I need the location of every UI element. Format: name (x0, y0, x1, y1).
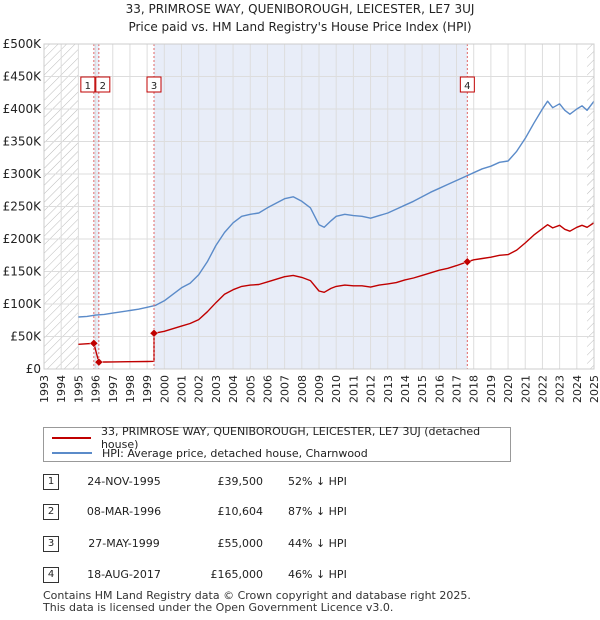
sale-marker-label: 1 (85, 81, 91, 92)
x-tick-label: 2006 (261, 375, 274, 403)
legend-label-hpi: HPI: Average price, detached house, Char… (102, 446, 368, 460)
sale-marker-label: 3 (151, 81, 157, 92)
x-tick-label: 2005 (244, 375, 257, 403)
y-tick-label: £500K (3, 37, 43, 51)
sale-marker-label: 2 (100, 81, 106, 92)
x-tick-label: 2022 (536, 375, 549, 403)
x-tick-label: 1999 (141, 375, 154, 403)
property-series-line (78, 222, 595, 363)
sale-marker-box (95, 76, 111, 93)
chart-legend: 33, PRIMROSE WAY, QUENIBOROUGH, LEICESTE… (43, 425, 511, 462)
transaction-price: £165,000 (210, 568, 264, 581)
x-tick-label: 2019 (485, 375, 498, 403)
transaction-number: 3 (43, 536, 59, 552)
x-tick-label: 1996 (90, 375, 103, 403)
sale-point (462, 257, 472, 267)
y-tick-label: £400K (3, 102, 43, 116)
legend-swatch-property (52, 437, 91, 439)
table-row: 3 27-MAY-1999 £55,000 44% ↓ HPI (43, 536, 443, 554)
x-tick-label: 2009 (313, 375, 326, 403)
x-tick-label: 2025 (588, 375, 600, 403)
y-tick-label: £350K (3, 135, 43, 149)
x-tick-label: 2010 (330, 375, 343, 403)
x-tick-label: 2018 (468, 375, 481, 403)
x-tick-label: 1997 (107, 375, 120, 403)
transaction-date: 24-NOV-1995 (87, 475, 161, 488)
chart-title: 33, PRIMROSE WAY, QUENIBOROUGH, LEICESTE… (125, 2, 475, 16)
x-tick-label: 2008 (296, 375, 309, 403)
x-tick-label: 2001 (176, 375, 189, 403)
sale-marker-box (459, 76, 475, 93)
y-tick-label: £200K (3, 232, 43, 246)
transaction-date: 27-MAY-1999 (88, 537, 160, 550)
plot-border (43, 43, 595, 370)
x-tick-label: 1993 (38, 375, 51, 403)
transaction-date: 08-MAR-1996 (86, 505, 162, 518)
sale-marker-box (80, 76, 96, 93)
legend-item-property: 33, PRIMROSE WAY, QUENIBOROUGH, LEICESTE… (52, 425, 510, 451)
transaction-number: 2 (43, 504, 59, 520)
x-tick-label: 2017 (451, 375, 464, 403)
x-tick-label: 2023 (554, 375, 567, 403)
y-tick-label: £150K (3, 265, 43, 279)
x-tick-label: 2002 (193, 375, 206, 403)
sale-point (89, 338, 99, 348)
x-tick-label: 2016 (433, 375, 446, 403)
transaction-price: £55,000 (217, 537, 264, 550)
x-tick-label: 2004 (227, 375, 240, 403)
x-tick-label: 1998 (124, 375, 137, 403)
legend-label-property: 33, PRIMROSE WAY, QUENIBOROUGH, LEICESTE… (100, 425, 481, 451)
x-tick-label: 1995 (72, 375, 85, 403)
y-tick-label: £100K (3, 297, 43, 311)
x-tick-label: 2012 (365, 375, 378, 403)
y-tick-label: £300K (3, 167, 43, 181)
x-tick-label: 2014 (399, 375, 412, 403)
sale-point (149, 328, 159, 338)
transaction-number: 1 (43, 474, 59, 490)
x-tick-label: 2024 (571, 375, 584, 403)
x-tick-label: 2000 (158, 375, 171, 403)
y-tick-label: £450K (3, 70, 43, 84)
table-row: 2 08-MAR-1996 £10,604 87% ↓ HPI (43, 504, 443, 522)
x-tick-label: 2007 (279, 375, 292, 403)
transaction-hpi-diff: 87% ↓ HPI (288, 505, 347, 518)
transaction-date: 18-AUG-2017 (87, 568, 161, 581)
x-tick-label: 2021 (519, 375, 532, 403)
footer-line-licence: This data is licensed under the Open Gov… (43, 601, 394, 614)
table-row: 1 24-NOV-1995 £39,500 52% ↓ HPI (43, 474, 443, 492)
legend-item-hpi: HPI: Average price, detached house, Char… (52, 446, 368, 460)
legend-swatch-hpi (52, 452, 92, 454)
sale-marker-box (146, 76, 162, 93)
x-tick-label: 2003 (210, 375, 223, 403)
x-tick-label: 2011 (347, 375, 360, 403)
footer-note: Contains HM Land Registry data © Crown c… (43, 590, 471, 614)
footer-line-copyright: Contains HM Land Registry data © Crown c… (43, 589, 471, 602)
transaction-price: £39,500 (217, 475, 264, 488)
sale-marker-label: 4 (464, 81, 470, 92)
table-row: 4 18-AUG-2017 £165,000 46% ↓ HPI (43, 567, 443, 585)
x-tick-label: 2013 (382, 375, 395, 403)
transaction-hpi-diff: 52% ↓ HPI (288, 475, 347, 488)
y-tick-label: £50K (10, 330, 42, 344)
chart-subtitle: Price paid vs. HM Land Registry's House … (128, 20, 472, 34)
transaction-price: £10,604 (217, 505, 264, 518)
y-tick-label: £0 (26, 362, 41, 376)
transaction-hpi-diff: 46% ↓ HPI (288, 568, 347, 581)
x-tick-label: 2020 (502, 375, 515, 403)
transaction-number: 4 (43, 567, 59, 583)
x-tick-label: 2015 (416, 375, 429, 403)
transaction-hpi-diff: 44% ↓ HPI (288, 537, 347, 550)
y-tick-label: £250K (3, 200, 43, 214)
hpi-series-line (78, 100, 595, 318)
x-tick-label: 1994 (55, 375, 68, 403)
sale-point (94, 357, 104, 367)
